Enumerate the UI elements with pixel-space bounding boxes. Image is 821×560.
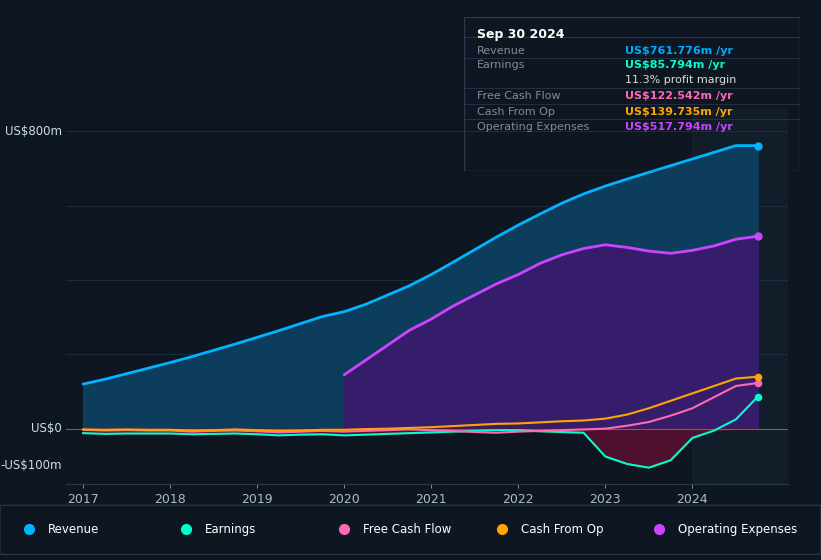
Text: Operating Expenses: Operating Expenses <box>477 122 589 132</box>
Point <box>751 232 764 241</box>
Text: US$0: US$0 <box>31 422 62 435</box>
Text: US$139.735m /yr: US$139.735m /yr <box>626 106 733 116</box>
Text: -US$100m: -US$100m <box>1 459 62 472</box>
Point <box>751 392 764 401</box>
Bar <box>692 109 788 484</box>
Text: Cash From Op: Cash From Op <box>521 522 603 536</box>
Text: 11.3% profit margin: 11.3% profit margin <box>626 76 736 85</box>
Text: Earnings: Earnings <box>477 60 525 71</box>
Text: Operating Expenses: Operating Expenses <box>678 522 797 536</box>
Text: US$761.776m /yr: US$761.776m /yr <box>626 46 733 55</box>
Text: Free Cash Flow: Free Cash Flow <box>363 522 452 536</box>
Text: Free Cash Flow: Free Cash Flow <box>477 91 561 101</box>
Text: Revenue: Revenue <box>48 522 99 536</box>
Text: US$517.794m /yr: US$517.794m /yr <box>626 122 733 132</box>
Text: Sep 30 2024: Sep 30 2024 <box>477 27 565 40</box>
FancyBboxPatch shape <box>0 505 821 554</box>
Point <box>751 379 764 388</box>
Text: Cash From Op: Cash From Op <box>477 106 555 116</box>
Point <box>751 141 764 150</box>
Text: Revenue: Revenue <box>477 46 526 55</box>
Text: Earnings: Earnings <box>205 522 257 536</box>
Text: US$800m: US$800m <box>5 125 62 138</box>
Point <box>751 372 764 381</box>
Text: US$122.542m /yr: US$122.542m /yr <box>626 91 733 101</box>
Text: US$85.794m /yr: US$85.794m /yr <box>626 60 726 71</box>
